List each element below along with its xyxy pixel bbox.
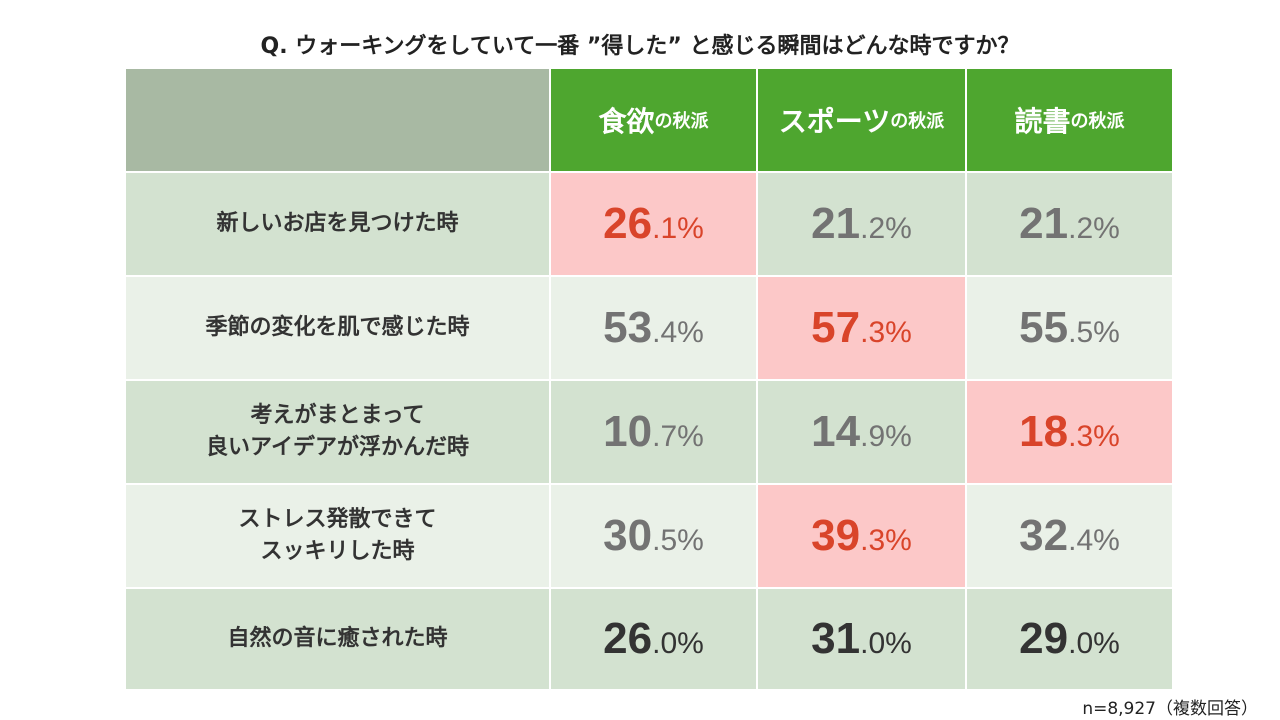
value-integer: 53 (603, 303, 653, 352)
results-table: 食欲 の秋派 スポーツ の秋派 読書 の秋派 新しいお店を見つけた時 26.1% 21.2% 21… (126, 69, 1172, 689)
value-decimal: .3% (1068, 420, 1120, 453)
value-decimal: .0% (860, 627, 912, 660)
value-decimal: .3% (860, 524, 912, 557)
value-integer: 26 (603, 614, 653, 663)
column-header-suffix: の秋派 (890, 111, 945, 132)
value-cell: 39.3% (758, 485, 965, 587)
value-label: 39.3% (811, 511, 912, 561)
column-header-suffix: の秋派 (654, 111, 709, 132)
value-decimal: .5% (652, 524, 704, 557)
chart-title: Q. ウォーキングをしていて一番 ”得した” と感じる瞬間はどんな時ですか？ (260, 34, 1020, 59)
value-integer: 55 (1019, 303, 1069, 352)
value-label: 18.3% (1019, 407, 1120, 457)
value-cell: 30.5% (551, 485, 756, 587)
value-integer: 18 (1019, 407, 1069, 456)
value-integer: 21 (1019, 199, 1069, 248)
value-cell: 55.5% (967, 277, 1172, 379)
value-cell: 18.3% (967, 381, 1172, 483)
value-label: 57.3% (811, 303, 912, 353)
value-cell: 10.7% (551, 381, 756, 483)
value-integer: 14 (811, 407, 861, 456)
value-integer: 32 (1019, 511, 1069, 560)
value-integer: 10 (603, 407, 653, 456)
value-decimal: .0% (1068, 627, 1120, 660)
value-decimal: .7% (652, 420, 704, 453)
value-label: 29.0% (1019, 614, 1120, 664)
row-label: 考えがまとまって 良いアイデアが浮かんだ時 (126, 381, 549, 483)
value-decimal: .1% (652, 212, 704, 245)
column-header-suffix: の秋派 (1070, 111, 1125, 132)
value-cell: 14.9% (758, 381, 965, 483)
value-decimal: .3% (860, 316, 912, 349)
value-cell: 31.0% (758, 589, 965, 689)
value-label: 26.1% (603, 199, 704, 249)
value-integer: 39 (811, 511, 861, 560)
value-decimal: .0% (652, 627, 704, 660)
value-label: 26.0% (603, 614, 704, 664)
value-decimal: .9% (860, 420, 912, 453)
column-header-main: 読書 (1014, 105, 1071, 138)
row-label: 季節の変化を肌で感じた時 (126, 277, 549, 379)
row-label: ストレス発散できて スッキリした時 (126, 485, 549, 587)
value-decimal: .4% (652, 316, 704, 349)
value-label: 32.4% (1019, 511, 1120, 561)
value-cell: 29.0% (967, 589, 1172, 689)
value-label: 21.2% (1019, 199, 1120, 249)
value-decimal: .2% (860, 212, 912, 245)
value-integer: 26 (603, 199, 653, 248)
value-cell: 26.1% (551, 173, 756, 275)
sample-note: n=8,927（複数回答） (1082, 699, 1258, 719)
value-integer: 21 (811, 199, 861, 248)
value-label: 21.2% (811, 199, 912, 249)
value-label: 53.4% (603, 303, 704, 353)
column-header: 食欲 の秋派 (551, 69, 756, 171)
header-blank-cell (126, 69, 549, 171)
column-header-main: 食欲 (598, 105, 655, 138)
value-cell: 32.4% (967, 485, 1172, 587)
value-integer: 57 (811, 303, 861, 352)
value-cell: 26.0% (551, 589, 756, 689)
value-integer: 29 (1019, 614, 1069, 663)
column-header: 読書 の秋派 (967, 69, 1172, 171)
value-cell: 21.2% (758, 173, 965, 275)
value-label: 31.0% (811, 614, 912, 664)
value-decimal: .5% (1068, 316, 1120, 349)
value-cell: 57.3% (758, 277, 965, 379)
value-integer: 31 (811, 614, 861, 663)
value-integer: 30 (603, 511, 653, 560)
column-header: スポーツ の秋派 (758, 69, 965, 171)
column-header-main: スポーツ (778, 105, 891, 138)
row-label: 自然の音に癒された時 (126, 589, 549, 689)
value-label: 14.9% (811, 407, 912, 457)
value-decimal: .4% (1068, 524, 1120, 557)
value-label: 30.5% (603, 511, 704, 561)
value-label: 55.5% (1019, 303, 1120, 353)
value-label: 10.7% (603, 407, 704, 457)
row-label: 新しいお店を見つけた時 (126, 173, 549, 275)
value-cell: 21.2% (967, 173, 1172, 275)
value-cell: 53.4% (551, 277, 756, 379)
value-decimal: .2% (1068, 212, 1120, 245)
